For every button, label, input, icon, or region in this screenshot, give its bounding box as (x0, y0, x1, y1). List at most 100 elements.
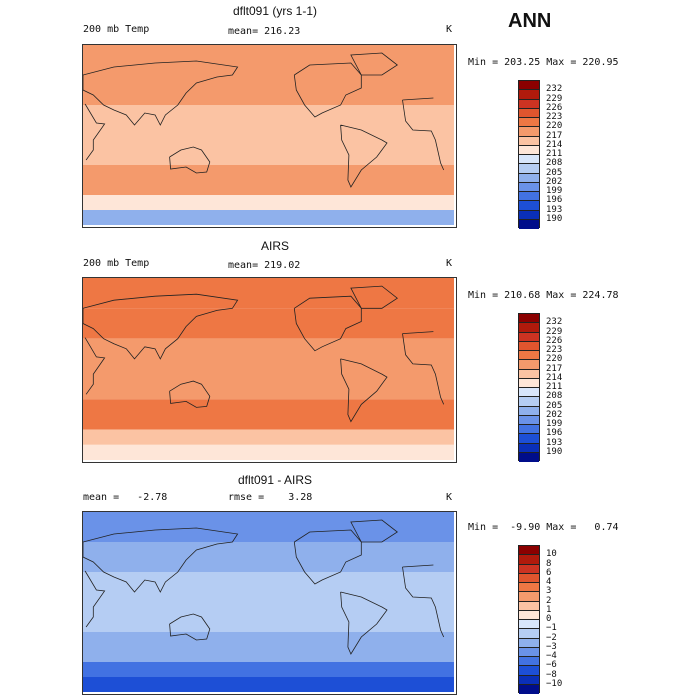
colorbar-box (519, 657, 539, 667)
coastline (350, 285, 398, 309)
colorbar-tick-label: 214 (546, 372, 563, 383)
colorbar-tick-label: 232 (546, 317, 563, 328)
colorbar-box (519, 351, 539, 361)
colorbar-tick-label: 226 (546, 335, 563, 346)
zonal-band (83, 444, 454, 460)
coastline (350, 52, 398, 76)
colorbar-box (519, 155, 539, 165)
colorbar-box (519, 666, 539, 676)
coastline (402, 333, 445, 405)
colorbar-tick-label: 193 (546, 204, 563, 215)
panel-title: dflt091 - AIRS (237, 473, 313, 487)
colorbar-tick-label: 220 (546, 354, 563, 365)
colorbar-box (519, 332, 539, 342)
zonal-band (83, 75, 454, 105)
colorbar-tick-label: 217 (546, 130, 563, 141)
colorbar-box (519, 638, 539, 648)
zonal-band (83, 429, 454, 445)
colorbar-box (519, 323, 539, 333)
colorbar-tick-label: 232 (546, 84, 563, 95)
colorbar-tick-label: 229 (546, 326, 563, 337)
panel-title: dflt091 (yrs 1-1) (232, 4, 318, 18)
map-svg (83, 512, 454, 692)
map-plot (82, 511, 457, 695)
zonal-band (83, 308, 454, 339)
colorbar-tick-label: 205 (546, 400, 563, 411)
colorbar-tick-label: 229 (546, 93, 563, 104)
colorbar-box (519, 108, 539, 118)
colorbar-box (519, 555, 539, 565)
colorbar-box (519, 573, 539, 583)
colorbar-tick-label: 199 (546, 419, 563, 429)
colorbar-box (519, 81, 539, 91)
coastline (169, 613, 211, 641)
colorbar-tick-label: −10 (546, 678, 563, 689)
colorbar-tick-label: −8 (546, 669, 557, 680)
zonal-band (83, 278, 454, 309)
coastline (84, 570, 106, 628)
zonal-band (83, 105, 454, 165)
panel-title: AIRS (260, 239, 289, 253)
panel-variable-label: 200 mb Temp (83, 258, 150, 269)
zonal-band (83, 677, 454, 692)
colorbar-box (519, 564, 539, 574)
colorbar-tick-label: 211 (546, 382, 563, 392)
colorbar-box (519, 434, 539, 444)
panel-mean-label: mean = -2.78 (83, 492, 168, 503)
min-max-label: Min = -9.90 Max = 0.74 (468, 522, 619, 533)
colorbar-box (519, 118, 539, 128)
coastline (169, 146, 211, 174)
colorbar-tick-label: 223 (546, 112, 563, 122)
colorbar-box (519, 173, 539, 183)
colorbar-tick-label: 196 (546, 428, 563, 439)
colorbar-box (519, 610, 539, 620)
colorbar-box (519, 210, 539, 220)
min-max-label: Min = 203.25 Max = 220.95 (468, 57, 619, 68)
colorbar-tick-label: 2 (546, 595, 552, 606)
colorbar-box (519, 675, 539, 685)
colorbar-tick-label: 202 (546, 409, 563, 420)
coastline (293, 295, 362, 352)
colorbar-tick-label: 199 (546, 186, 563, 196)
colorbar-labels: 10 8 6 4 3 2 1 0 −1 −2 −3 −4 −6 −8 −10 (546, 545, 586, 693)
colorbar-tick-label: 223 (546, 345, 563, 355)
coastline (83, 293, 239, 360)
colorbar-box (519, 378, 539, 388)
coastline (402, 331, 434, 334)
colorbar-tick-label: 220 (546, 121, 563, 132)
colorbar (518, 545, 540, 694)
colorbar-box (519, 546, 539, 556)
colorbar-box (519, 369, 539, 379)
coastline (293, 62, 362, 118)
panel-mean-label: mean= 216.23 (228, 26, 301, 37)
panel-variable-label: 200 mb Temp (83, 24, 150, 35)
zonal-band (83, 45, 454, 75)
colorbar-tick-label: 211 (546, 149, 563, 159)
colorbar-box (519, 90, 539, 100)
colorbar-box (519, 192, 539, 202)
zonal-band (83, 662, 454, 677)
panel-rmse-label: rmse = 3.28 (228, 492, 313, 503)
min-max-label: Min = 210.68 Max = 224.78 (468, 290, 619, 301)
colorbar-box (519, 629, 539, 639)
colorbar-box (519, 182, 539, 192)
zonal-band (83, 572, 454, 632)
colorbar-box (519, 314, 539, 324)
colorbar-box (519, 647, 539, 657)
season-label: ANN (508, 10, 552, 32)
colorbar-box (519, 341, 539, 351)
zonal-band (83, 338, 454, 400)
zonal-band (83, 165, 454, 195)
coastline (83, 60, 239, 126)
colorbar-box (519, 684, 539, 694)
panel-mean-label: mean= 219.02 (228, 260, 301, 271)
colorbar-tick-label: 226 (546, 102, 563, 113)
zonal-band (83, 632, 454, 662)
panel-unit-label: K (446, 258, 453, 269)
colorbar-tick-label: 1 (546, 604, 552, 615)
colorbar-box (519, 127, 539, 137)
colorbar-box (519, 415, 539, 425)
colorbar-tick-label: 190 (546, 446, 563, 457)
zonal-band (83, 195, 454, 210)
coastline (402, 564, 434, 568)
